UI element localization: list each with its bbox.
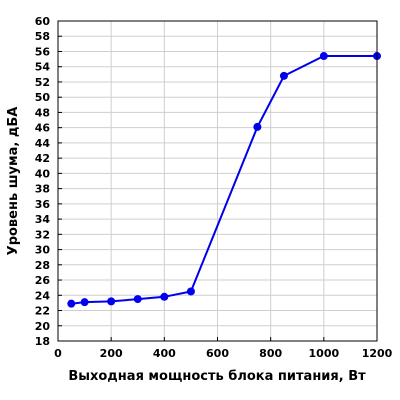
y-tick-label: 26 (35, 274, 51, 287)
data-point (253, 122, 262, 131)
y-axis-label: Уровень шума, дБА (6, 107, 21, 256)
x-tick-label: 400 (153, 347, 176, 360)
y-tick-label: 28 (35, 259, 50, 272)
series-layer (67, 52, 381, 308)
y-tick-label: 22 (35, 305, 50, 318)
y-tick-label: 24 (35, 289, 51, 302)
y-tick-label: 54 (35, 61, 51, 74)
x-tick-label: 800 (259, 347, 282, 360)
data-point (279, 71, 288, 80)
y-tick-label: 58 (35, 30, 50, 43)
y-tick-label: 18 (35, 335, 50, 348)
y-tick-label: 56 (35, 45, 51, 58)
y-tick-label: 30 (35, 244, 51, 257)
ticks: 0 200 400 600 800 1000 1200 18 20 22 24 26 28 30 32 34 3… (35, 15, 393, 360)
y-tick-label: 20 (35, 320, 51, 333)
data-point (319, 52, 328, 61)
data-point (186, 287, 195, 296)
x-tick-label: 1200 (362, 347, 393, 360)
y-tick-label: 44 (35, 137, 51, 150)
y-tick-label: 60 (35, 15, 51, 28)
grid (57, 20, 378, 342)
y-tick-label: 50 (35, 91, 51, 104)
data-point (67, 299, 76, 308)
x-tick-label: 600 (206, 347, 229, 360)
x-axis-label: Выходная мощность блока питания, Вт (68, 369, 366, 384)
x-tick-label: 1000 (309, 347, 340, 360)
y-tick-label: 34 (35, 213, 51, 226)
data-point (80, 298, 89, 307)
y-tick-label: 52 (35, 76, 50, 89)
x-tick-label: 0 (54, 347, 62, 360)
y-tick-label: 46 (35, 122, 51, 135)
data-point (107, 297, 116, 306)
y-tick-label: 36 (35, 198, 51, 211)
y-tick-label: 32 (35, 228, 50, 241)
y-tick-label: 42 (35, 152, 50, 165)
y-tick-label: 38 (35, 183, 50, 196)
x-tick-label: 200 (100, 347, 123, 360)
y-tick-label: 40 (35, 167, 51, 180)
series-line (71, 55, 377, 305)
data-point (160, 292, 169, 301)
y-tick-label: 48 (35, 106, 50, 119)
data-point (133, 295, 142, 304)
